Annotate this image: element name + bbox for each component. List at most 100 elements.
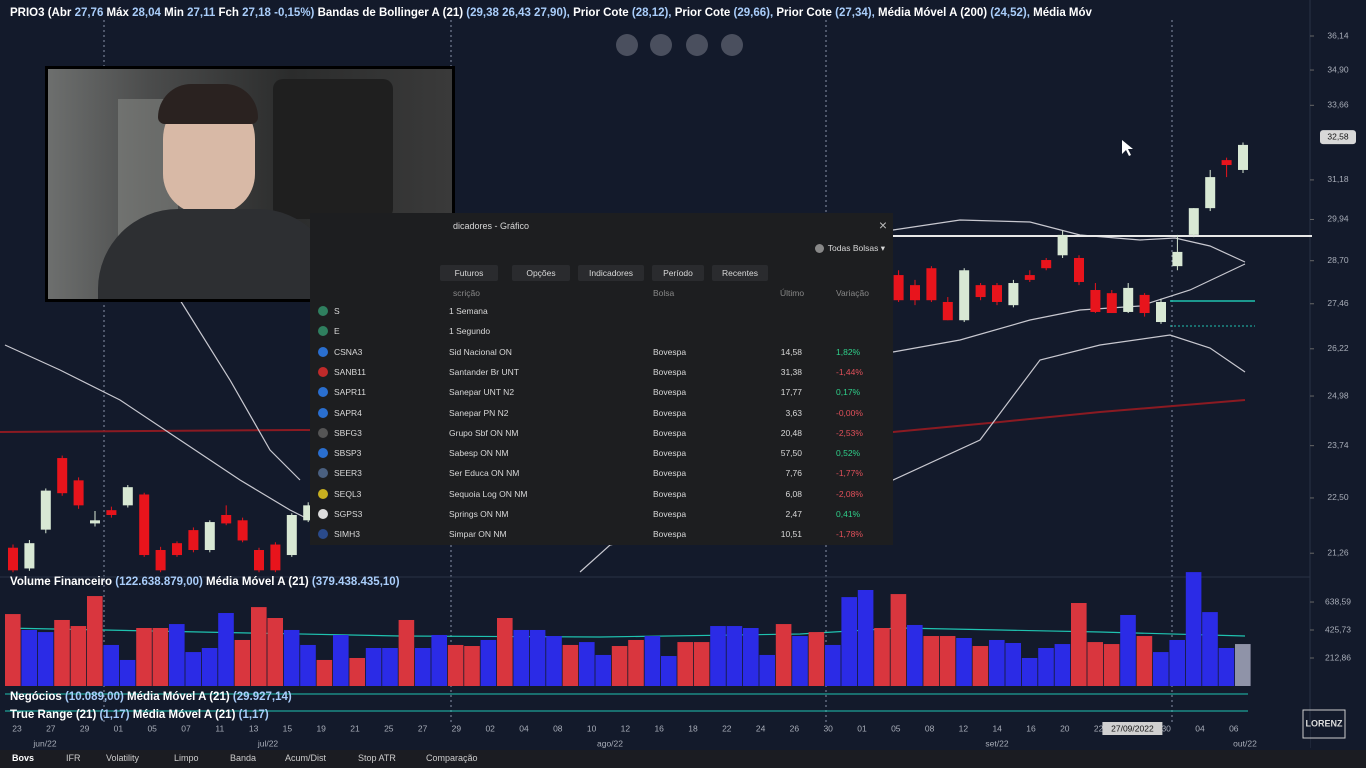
cell: 17,77	[780, 387, 802, 398]
volume-bar	[185, 652, 201, 686]
cell: 14,58	[780, 346, 802, 357]
volume-bar	[283, 629, 300, 686]
volume-bar	[119, 659, 136, 686]
y-tick-label: 212,86	[1325, 652, 1351, 662]
volume-bar	[1120, 614, 1136, 686]
tab[interactable]: Limpo	[174, 753, 199, 763]
dialog-row[interactable]: SAPR4 Sanepar PN N2 Bovespa 3,63 -0,00%	[310, 403, 893, 423]
y-tick-label: 33,66	[1327, 100, 1349, 110]
volume-bar	[874, 628, 890, 686]
y-tick-label: 638,59	[1325, 596, 1351, 606]
candle-body	[90, 520, 100, 524]
dialog-row[interactable]: SAPR11 Sanepar UNT N2 Bovespa 17,77 0,17%	[310, 382, 893, 402]
date-label: 22	[722, 723, 732, 733]
candle-body	[204, 522, 215, 551]
bollinger-upper-right	[892, 219, 1246, 263]
tab[interactable]: Banda	[230, 753, 257, 763]
indicator-label: Prior Cote	[674, 7, 731, 19]
candle-body	[959, 270, 970, 321]
dialog-tab[interactable]: Futuros	[440, 265, 498, 281]
quote-label: Máx	[106, 7, 129, 19]
cell: Bovespa	[653, 346, 687, 357]
tab[interactable]: Bovs	[12, 753, 35, 763]
cell: Bovespa	[653, 468, 687, 479]
dialog-tab[interactable]: Período	[652, 265, 704, 281]
cell: 6,08	[785, 488, 802, 499]
dialog-row[interactable]: S 1 Semana	[310, 301, 893, 321]
cell: 31,38	[780, 366, 802, 377]
date-label: 08	[925, 723, 935, 733]
row-icon	[318, 509, 328, 519]
close-button[interactable]: ×	[878, 217, 887, 233]
volume-bar	[497, 618, 513, 686]
dialog-row[interactable]: SANB11 Santander Br UNT Bovespa 31,38 -1,44%	[310, 362, 893, 382]
volume-bar	[152, 628, 169, 686]
tab[interactable]: Comparação	[426, 753, 478, 763]
row-icon	[318, 468, 328, 479]
last-price-tag	[1320, 130, 1356, 145]
date-label: 12	[959, 723, 969, 733]
candle-body	[1024, 275, 1035, 280]
negocios-legend: Negócios (10.089,00) Média Móvel A (21) …	[10, 691, 292, 703]
date-label: 05	[891, 723, 901, 733]
row-icon	[318, 427, 328, 438]
pane-title: Negócios	[10, 691, 62, 703]
quote-label: Fch	[218, 7, 239, 19]
date-label: 27	[418, 723, 428, 733]
volume-bar	[267, 618, 283, 686]
tab[interactable]: IFR	[66, 753, 81, 763]
volume-bar	[923, 636, 939, 686]
cell: SANB11	[334, 366, 366, 377]
dialog-row[interactable]: SIMH3 Simpar ON NM Bovespa 10,51 -1,78%	[310, 524, 893, 544]
cell: Bovespa	[653, 366, 687, 377]
dialog-row[interactable]: CSNA3 Sid Nacional ON Bovespa 14,58 1,82%	[310, 342, 893, 362]
pane-ma-value: (1,17)	[238, 709, 269, 721]
bottom-tabs: Bovs IFR Volatility Limpo Banda Acum/Dist Stop…	[0, 750, 1366, 768]
dialog-row[interactable]: SBFG3 Grupo Sbf ON NM Bovespa 20,48 -2,53%	[310, 423, 893, 443]
tab[interactable]: Acum/Dist	[285, 753, 327, 763]
candle-body	[1057, 234, 1068, 256]
cell: Simpar ON NM	[449, 529, 507, 540]
cell: CSNA3	[334, 346, 363, 357]
date-label: 14	[992, 723, 1002, 733]
volume-bar	[1071, 603, 1087, 686]
candle-body	[221, 514, 232, 524]
dialog-tab[interactable]: Indicadores	[578, 265, 644, 281]
candle-body	[1123, 287, 1134, 312]
y-tick-label: 27,46	[1327, 298, 1349, 308]
volume-bar	[136, 628, 152, 686]
dialog-row[interactable]: SEQL3 Sequoia Log ON NM Bovespa 6,08 -2,08%	[310, 484, 893, 504]
y-tick-label: 26,22	[1327, 343, 1349, 353]
date-label: 20	[1060, 723, 1070, 733]
row-icon	[318, 529, 328, 540]
volume-bar	[37, 632, 54, 686]
volume-bar	[1103, 644, 1120, 686]
volume-bar	[349, 657, 365, 686]
candle-body	[286, 514, 297, 556]
dialog-row[interactable]: SBSP3 Sabesp ON NM Bovespa 57,50 0,52%	[310, 443, 893, 463]
dialog-row[interactable]: SGPS3 Springs ON NM Bovespa 2,47 0,41%	[310, 504, 893, 524]
indicator-value: (28,12),	[631, 7, 672, 19]
cell: Bovespa	[653, 387, 687, 398]
candle-body	[122, 487, 133, 506]
exchange-filter[interactable]: Todas Bolsas ▾	[814, 243, 885, 254]
cell: Ser Educa ON NM	[449, 468, 520, 479]
volume-bar	[103, 644, 119, 686]
volume-bar	[808, 632, 825, 686]
candle-body	[975, 285, 986, 298]
volume-bar	[415, 647, 431, 686]
dialog-tab[interactable]: Opções	[512, 265, 570, 281]
tab[interactable]: Volatility	[106, 753, 140, 763]
cell: Bovespa	[653, 529, 687, 540]
dialog-tab[interactable]: Recentes	[712, 265, 768, 281]
indicator-value: (29,38 26,43 27,90),	[466, 7, 570, 19]
candle-body	[926, 268, 937, 301]
dialog-row[interactable]: E 1 Segundo	[310, 321, 893, 341]
tab[interactable]: Stop ATR	[358, 753, 396, 763]
pane-value: (10.089,00)	[64, 691, 124, 703]
cell: -2,08%	[836, 488, 863, 499]
volume-bar	[382, 647, 398, 686]
dialog-row[interactable]: SEER3 Ser Educa ON NM Bovespa 7,76 -1,77%	[310, 463, 893, 483]
